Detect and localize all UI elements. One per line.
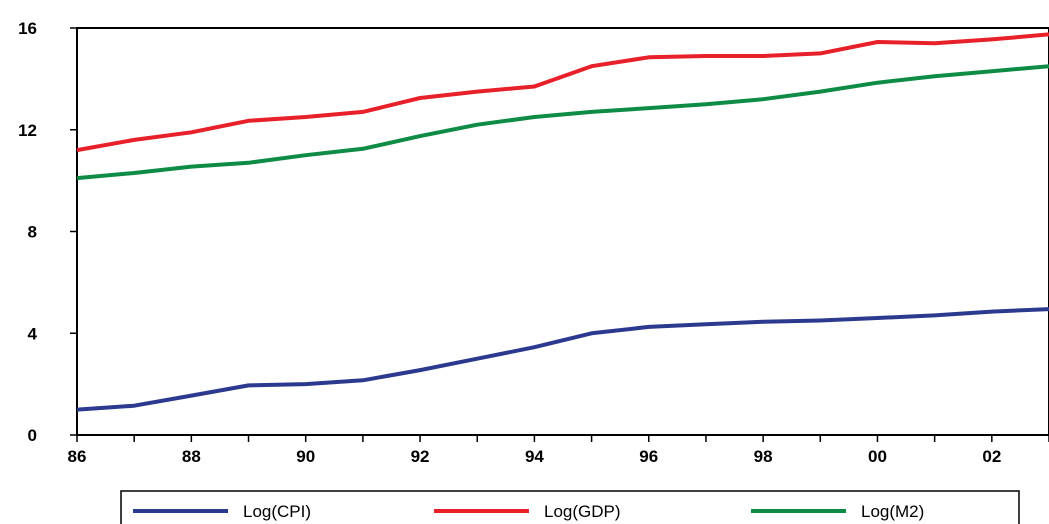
series-line-log-gdp [76, 32, 1049, 153]
x-tick-label: 90 [296, 447, 315, 466]
x-tick-label: 00 [868, 447, 887, 466]
x-axis: 86 88 90 92 94 96 98 00 02 [68, 435, 1049, 466]
plot-frame [76, 27, 1049, 436]
y-tick-label: 12 [18, 121, 37, 140]
y-tick-label: 0 [28, 426, 37, 445]
x-tick-label: 98 [754, 447, 773, 466]
legend-box [120, 490, 1020, 524]
y-tick-label: 4 [28, 324, 38, 343]
x-tick-label: 86 [68, 447, 87, 466]
legend-label: Log(M2) [861, 502, 924, 521]
y-axis: 0 4 8 12 16 [18, 19, 77, 445]
series-line-log-cpi [76, 307, 1049, 412]
series-lines [76, 32, 1049, 412]
x-tick-label: 88 [182, 447, 201, 466]
legend-label: Log(GDP) [544, 502, 621, 521]
plot-area [76, 27, 1049, 436]
x-tick-label: 96 [639, 447, 658, 466]
x-tick-label: 92 [411, 447, 430, 466]
y-tick-label: 8 [28, 223, 37, 242]
legend-label: Log(CPI) [243, 502, 311, 521]
x-tick-label: 02 [982, 447, 1001, 466]
y-tick-label: 16 [18, 19, 37, 38]
series-line-log-m2 [76, 64, 1049, 181]
x-tick-label: 94 [525, 447, 544, 466]
legend: Log(CPI) Log(GDP) Log(M2) [120, 490, 1020, 524]
